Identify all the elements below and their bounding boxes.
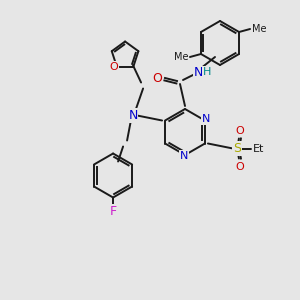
Text: N: N (193, 67, 203, 80)
Text: Et: Et (253, 143, 265, 154)
Text: F: F (110, 205, 117, 218)
Text: O: O (236, 161, 244, 172)
Text: S: S (233, 142, 241, 155)
Text: Me: Me (252, 24, 266, 34)
Text: N: N (202, 115, 210, 124)
Text: N: N (128, 109, 138, 122)
Text: N: N (180, 151, 188, 161)
Text: O: O (152, 71, 162, 85)
Text: O: O (110, 62, 118, 72)
Text: O: O (236, 125, 244, 136)
Text: H: H (203, 67, 211, 77)
Text: Me: Me (174, 52, 188, 62)
